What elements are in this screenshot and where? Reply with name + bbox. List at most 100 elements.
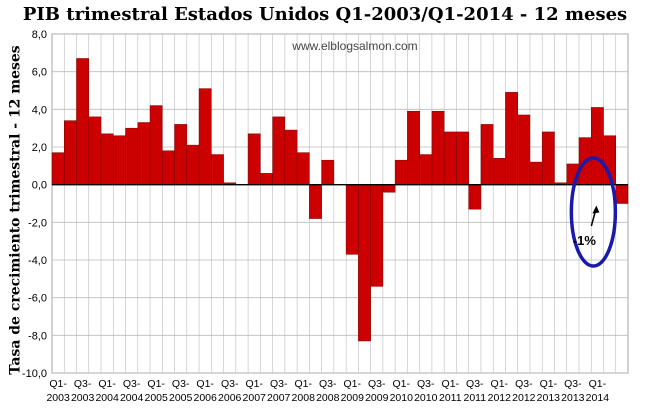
x-tick-label: 2007 bbox=[243, 392, 267, 404]
x-tick-label: Q3- bbox=[466, 378, 484, 390]
bar-Q1-2008 bbox=[296, 152, 310, 185]
highlight-ellipse bbox=[569, 156, 618, 268]
x-tick-label: Q3- bbox=[74, 378, 92, 390]
bar-Q4-2004 bbox=[137, 122, 151, 185]
x-tick-label: Q1- bbox=[98, 378, 116, 390]
x-tick-label: Q1- bbox=[540, 378, 558, 390]
y-tick-label: -8,0 bbox=[28, 330, 47, 342]
x-tick-label: Q1- bbox=[147, 378, 165, 390]
bar-Q3-2011 bbox=[468, 184, 482, 210]
bar-Q1-2005 bbox=[149, 105, 163, 185]
bar-Q4-2005 bbox=[186, 144, 200, 185]
bar-Q3-2012 bbox=[517, 114, 531, 185]
bar-Q1-2012 bbox=[492, 158, 506, 185]
y-tick-label: -4,0 bbox=[28, 255, 47, 267]
x-tick-label: 2006 bbox=[218, 392, 242, 404]
x-tick-label: 2013 bbox=[561, 392, 585, 404]
bar-Q2-2008 bbox=[309, 184, 322, 219]
x-tick-label: Q1- bbox=[196, 378, 214, 390]
x-tick-label: Q3- bbox=[123, 378, 141, 390]
x-tick-label: 2012 bbox=[488, 392, 512, 404]
x-tick-label: Q1- bbox=[393, 378, 411, 390]
x-tick-label: Q3- bbox=[172, 378, 190, 390]
x-tick-label: Q1- bbox=[294, 378, 312, 390]
x-tick-label: 2005 bbox=[144, 392, 168, 404]
bar-Q2-2007 bbox=[260, 173, 273, 185]
y-tick-label: -6,0 bbox=[28, 293, 47, 305]
bar-Q1-2014 bbox=[590, 107, 604, 185]
bar-Q1-2004 bbox=[100, 133, 114, 185]
x-tick-label: Q3- bbox=[564, 378, 582, 390]
x-tick-label: 2010 bbox=[390, 392, 414, 404]
x-tick-label: Q1- bbox=[442, 378, 460, 390]
x-tick-label: 2010 bbox=[414, 392, 438, 404]
bar-Q1-2013 bbox=[541, 131, 555, 185]
chart-title: PIB trimestral Estados Unidos Q1-2003/Q1… bbox=[22, 4, 628, 25]
x-tick-label: Q1- bbox=[589, 378, 607, 390]
x-tick-label: 2014 bbox=[586, 392, 610, 404]
bar-Q3-2003 bbox=[76, 58, 90, 185]
bar-Q2-2005 bbox=[162, 150, 175, 185]
plot-frame bbox=[51, 33, 629, 374]
bar-Q3-2005 bbox=[174, 124, 188, 185]
x-tick-label: Q1- bbox=[343, 378, 361, 390]
bar-Q1-2011 bbox=[443, 131, 457, 185]
bar-Q2-2010 bbox=[407, 110, 420, 185]
x-tick-label: 2008 bbox=[292, 392, 316, 404]
x-tick-label: 2011 bbox=[439, 392, 462, 404]
bar-Q3-2008 bbox=[321, 159, 335, 185]
x-tick-label: 2004 bbox=[120, 392, 144, 404]
x-tick-label: 2004 bbox=[95, 392, 119, 404]
bar-Q4-2010 bbox=[431, 110, 445, 185]
bar-Q2-2011 bbox=[456, 131, 469, 185]
x-tick-label: 2013 bbox=[537, 392, 561, 404]
x-tick-label: Q3- bbox=[417, 378, 435, 390]
x-tick-label: Q3- bbox=[368, 378, 386, 390]
bar-Q2-2003 bbox=[64, 120, 77, 185]
bar-Q2-2009 bbox=[358, 184, 371, 342]
bar-Q3-2007 bbox=[272, 116, 286, 185]
y-tick-label: -2,0 bbox=[28, 217, 47, 229]
x-tick-label: Q3- bbox=[319, 378, 337, 390]
bar-Q3-2009 bbox=[370, 184, 384, 287]
x-tick-label: 2012 bbox=[512, 392, 536, 404]
x-tick-label: Q1- bbox=[491, 378, 509, 390]
x-tick-label: Q3- bbox=[270, 378, 288, 390]
bar-Q3-2004 bbox=[125, 127, 139, 185]
y-tick-label: 8,0 bbox=[32, 29, 47, 41]
y-tick-label: 4,0 bbox=[32, 104, 47, 116]
x-tick-label: 2005 bbox=[169, 392, 193, 404]
x-tick-label: 2003 bbox=[71, 392, 95, 404]
x-tick-label: 2009 bbox=[341, 392, 365, 404]
bar-Q1-2003 bbox=[51, 152, 65, 185]
bar-Q4-2007 bbox=[284, 129, 298, 185]
bar-Q1-2006 bbox=[198, 88, 212, 185]
y-tick-label: 2,0 bbox=[32, 142, 47, 154]
bar-Q1-2009 bbox=[345, 184, 359, 255]
chart-subtitle: www.elblogsalmon.com bbox=[291, 39, 417, 53]
annotation-label: -1% bbox=[573, 233, 597, 248]
bar-Q2-2004 bbox=[113, 135, 126, 185]
x-tick-label: Q3- bbox=[221, 378, 239, 390]
bar-Q3-2010 bbox=[419, 154, 433, 185]
y-tick-label: -10,0 bbox=[22, 368, 47, 380]
bar-Q2-2012 bbox=[505, 92, 518, 185]
y-tick-label: 6,0 bbox=[32, 67, 47, 79]
bar-Q1-2007 bbox=[247, 133, 261, 185]
x-tick-label: Q3- bbox=[515, 378, 533, 390]
bar-Q1-2010 bbox=[394, 159, 408, 185]
bar-undefined bbox=[615, 184, 629, 204]
bar-Q4-2012 bbox=[529, 161, 543, 185]
x-tick-label: 2003 bbox=[46, 392, 70, 404]
y-tick-label: 0,0 bbox=[32, 180, 47, 192]
x-tick-label: 2007 bbox=[267, 392, 291, 404]
x-tick-label: 2008 bbox=[316, 392, 340, 404]
bar-Q2-2006 bbox=[211, 154, 224, 185]
bar-Q4-2011 bbox=[480, 124, 494, 185]
x-tick-label: Q1- bbox=[245, 378, 263, 390]
x-tick-label: Q1- bbox=[49, 378, 67, 390]
x-tick-label: 2009 bbox=[365, 392, 389, 404]
x-tick-label: 2011 bbox=[464, 392, 487, 404]
